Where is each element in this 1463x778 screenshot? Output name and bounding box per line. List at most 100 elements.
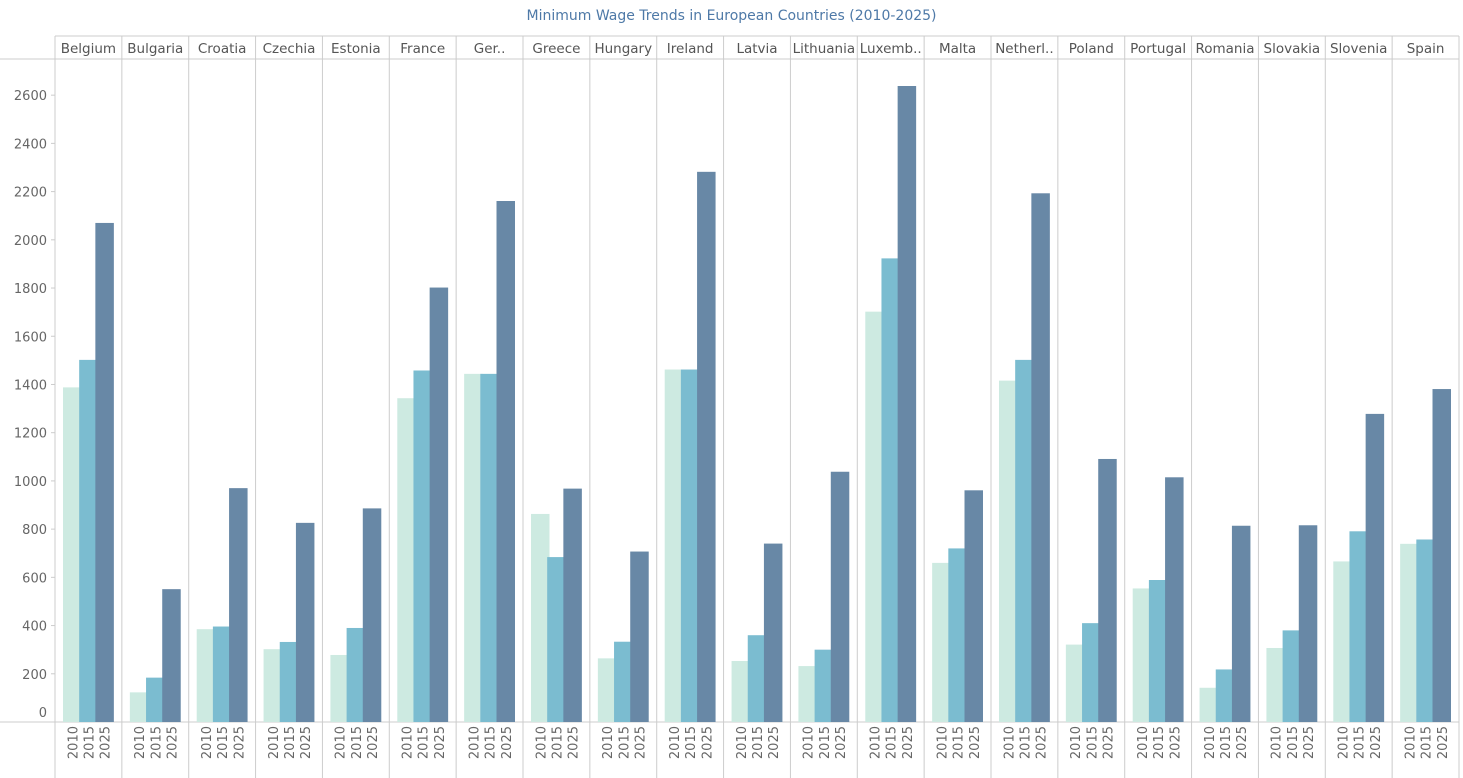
bar bbox=[63, 387, 82, 722]
bar bbox=[146, 677, 165, 722]
bar bbox=[1400, 543, 1419, 722]
y-tick-label: 1800 bbox=[14, 282, 47, 297]
bar bbox=[614, 641, 633, 722]
year-tick-label: 2015 bbox=[1018, 726, 1033, 759]
year-tick-label: 2025 bbox=[1302, 726, 1317, 759]
country-label: France bbox=[400, 41, 445, 57]
year-tick-label: 2015 bbox=[550, 726, 565, 759]
country-label: Belgium bbox=[61, 41, 116, 57]
country-panel: Spain 2010 2015 2025 bbox=[1400, 36, 1460, 778]
country-label: Estonia bbox=[331, 41, 381, 57]
year-tick-label: 2015 bbox=[1152, 726, 1167, 759]
country-label: Netherl.. bbox=[995, 41, 1053, 57]
bar bbox=[1065, 644, 1085, 722]
country-label: Poland bbox=[1069, 41, 1114, 57]
bar bbox=[664, 369, 684, 722]
country-panel: Czechia 2010 2015 2025 bbox=[263, 36, 323, 778]
country-label: Malta bbox=[939, 41, 976, 57]
country-panel: Latvia 2010 2015 2025 bbox=[731, 36, 791, 778]
bar bbox=[362, 508, 382, 722]
bar bbox=[480, 373, 499, 722]
country-panel: Slovenia 2010 2015 2025 bbox=[1330, 36, 1393, 778]
bar bbox=[798, 666, 817, 722]
year-tick-label: 2025 bbox=[1436, 726, 1451, 759]
country-panel: Belgium 2010 2015 2025 bbox=[61, 36, 123, 778]
year-tick-label: 2025 bbox=[1168, 726, 1183, 759]
bar bbox=[630, 551, 649, 722]
year-tick-label: 2015 bbox=[617, 726, 632, 759]
year-tick-label: 2015 bbox=[684, 726, 699, 759]
bar bbox=[999, 380, 1018, 722]
bar bbox=[680, 369, 700, 722]
bar bbox=[397, 398, 416, 722]
country-panel: France 2010 2015 2025 bbox=[397, 36, 457, 778]
y-tick-label: 0 bbox=[39, 706, 47, 721]
year-tick-label: 2015 bbox=[952, 726, 967, 759]
year-tick-label: 2010 bbox=[66, 726, 81, 759]
bar bbox=[212, 626, 232, 722]
year-tick-label: 2025 bbox=[433, 726, 448, 759]
year-tick-label: 2015 bbox=[1219, 726, 1234, 759]
year-tick-label: 2010 bbox=[869, 726, 884, 759]
bar bbox=[1031, 193, 1050, 723]
year-tick-label: 2010 bbox=[1136, 726, 1151, 759]
country-panel: Portugal 2010 2015 2025 bbox=[1130, 36, 1193, 778]
year-tick-label: 2010 bbox=[1203, 726, 1218, 759]
bar bbox=[865, 311, 884, 722]
bar bbox=[697, 171, 716, 722]
year-tick-label: 2015 bbox=[417, 726, 432, 759]
bar bbox=[95, 222, 114, 722]
bar bbox=[1132, 588, 1152, 722]
country-label: Romania bbox=[1195, 41, 1254, 57]
chart-title: Minimum Wage Trends in European Countrie… bbox=[526, 8, 937, 24]
bar bbox=[597, 658, 617, 722]
year-tick-label: 2010 bbox=[267, 726, 282, 759]
country-label: Lithuania bbox=[793, 41, 856, 57]
country-label: Slovenia bbox=[1330, 41, 1387, 57]
bar bbox=[1098, 458, 1117, 722]
year-tick-label: 2015 bbox=[216, 726, 231, 759]
country-label: Slovakia bbox=[1264, 41, 1321, 57]
bar bbox=[747, 635, 767, 722]
country-panel: Ireland 2010 2015 2025 bbox=[664, 36, 725, 778]
y-tick-label: 800 bbox=[22, 523, 47, 538]
year-tick-label: 2025 bbox=[1035, 726, 1050, 759]
country-panel: Bulgaria 2010 2015 2025 bbox=[127, 36, 190, 778]
year-tick-label: 2025 bbox=[700, 726, 715, 759]
y-tick-label: 2200 bbox=[14, 186, 47, 201]
year-tick-label: 2010 bbox=[1002, 726, 1017, 759]
year-tick-label: 2010 bbox=[467, 726, 482, 759]
bar bbox=[1148, 580, 1168, 722]
bar bbox=[162, 589, 181, 722]
bar bbox=[814, 649, 834, 722]
y-tick-label: 1400 bbox=[14, 378, 47, 393]
year-tick-label: 2010 bbox=[334, 726, 349, 759]
country-label: Bulgaria bbox=[127, 41, 183, 57]
country-label: Ireland bbox=[667, 41, 714, 57]
year-tick-label: 2010 bbox=[401, 726, 416, 759]
year-tick-label: 2025 bbox=[633, 726, 648, 759]
year-tick-label: 2015 bbox=[484, 726, 499, 759]
year-tick-label: 2025 bbox=[1235, 726, 1250, 759]
year-tick-label: 2010 bbox=[133, 726, 148, 759]
year-tick-label: 2010 bbox=[200, 726, 215, 759]
country-label: Czechia bbox=[263, 41, 316, 57]
year-tick-label: 2015 bbox=[283, 726, 298, 759]
year-tick-label: 2010 bbox=[601, 726, 616, 759]
bar bbox=[1365, 413, 1385, 722]
bar bbox=[229, 488, 248, 722]
year-tick-label: 2015 bbox=[1420, 726, 1435, 759]
y-tick-label: 2600 bbox=[14, 89, 47, 104]
year-tick-label: 2010 bbox=[935, 726, 950, 759]
y-tick-label: 1000 bbox=[14, 475, 47, 490]
country-panel: Estonia 2010 2015 2025 bbox=[330, 36, 390, 778]
country-panel: Croatia 2010 2015 2025 bbox=[196, 36, 257, 778]
year-tick-label: 2015 bbox=[1085, 726, 1100, 759]
year-tick-label: 2025 bbox=[500, 726, 515, 759]
country-panel: Luxemb.. 2010 2015 2025 bbox=[860, 36, 925, 778]
y-axis: 0 200 400 600 800 1000 1200 1400 1600 1800 2000 220… bbox=[14, 89, 55, 723]
country-label: Ger.. bbox=[474, 41, 506, 57]
bar bbox=[1416, 539, 1435, 722]
bar bbox=[830, 471, 850, 722]
